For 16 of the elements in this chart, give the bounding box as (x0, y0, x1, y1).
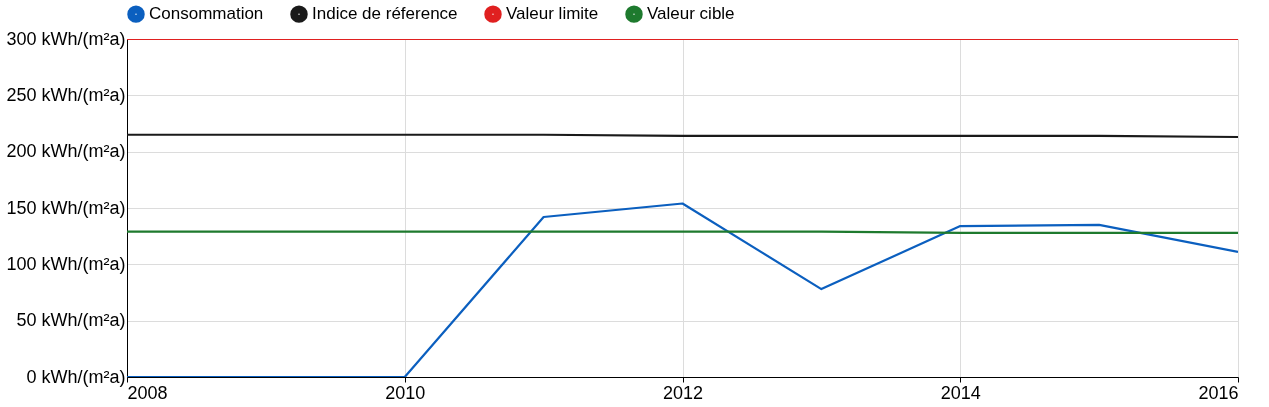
legend-label: Valeur cible (647, 4, 735, 24)
x-tick-label: 2008 (127, 382, 168, 403)
x-tick-label: 2016 (1198, 382, 1239, 403)
legend-label: Consommation (149, 4, 264, 24)
y-tick-label: 0 kWh/(m²a) (26, 366, 126, 387)
legend-label: Indice de réference (312, 4, 458, 24)
legend-label: Valeur limite (506, 4, 599, 24)
y-tick-label: 100 kWh/(m²a) (6, 253, 126, 274)
x-tick-label: 2014 (940, 382, 981, 403)
y-tick-label: 200 kWh/(m²a) (6, 141, 126, 162)
y-tick-label: 150 kWh/(m²a) (6, 197, 126, 218)
x-tick-label: 2010 (385, 382, 426, 403)
y-tick-label: 50 kWh/(m²a) (16, 310, 126, 331)
x-tick-label: 2012 (662, 382, 704, 403)
y-tick-label: 250 kWh/(m²a) (6, 84, 126, 105)
y-tick-label: 300 kWh/(m²a) (6, 28, 126, 49)
